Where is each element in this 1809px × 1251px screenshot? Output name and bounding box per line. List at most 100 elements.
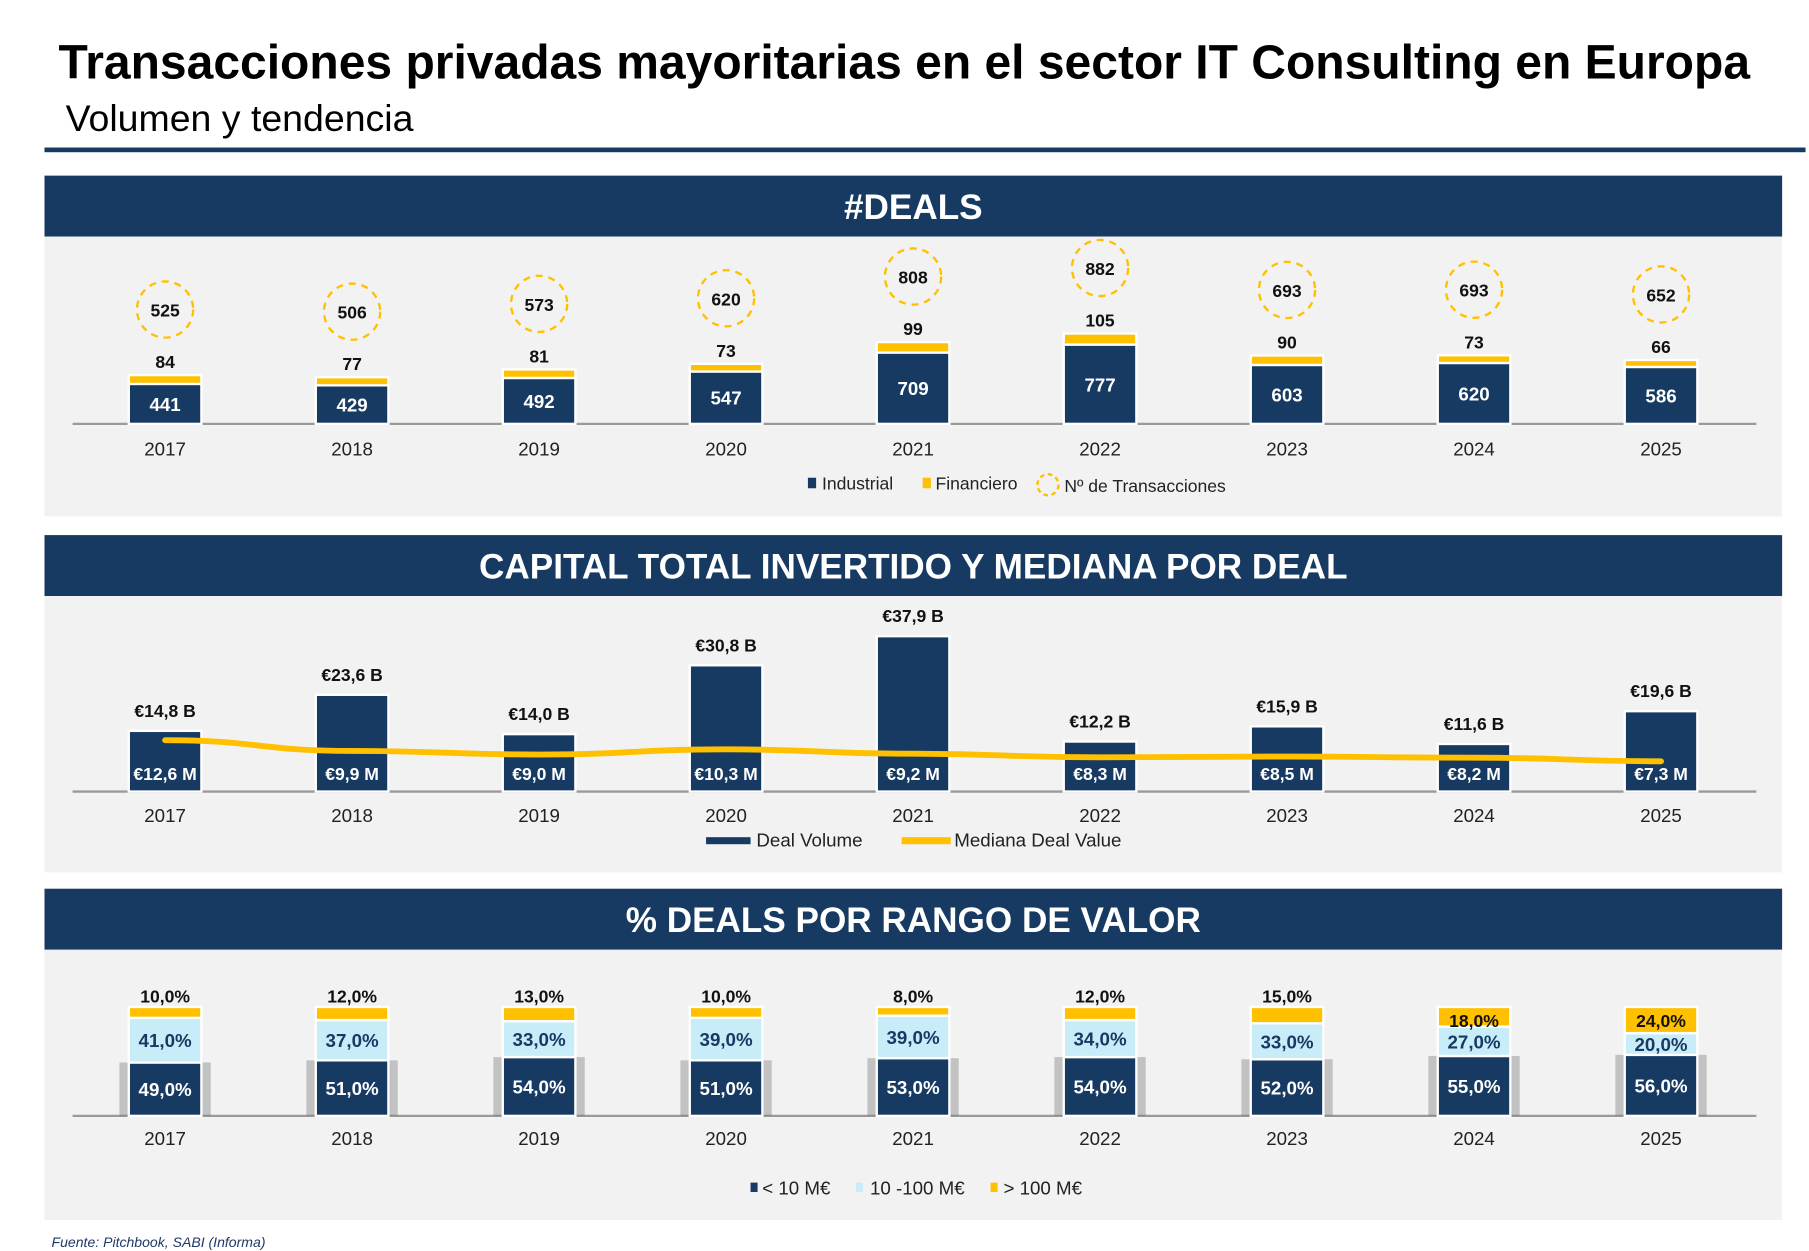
large-deals-segment (1623, 1005, 1699, 1035)
industrial-value-label: 709 (897, 378, 928, 399)
industrial-value-label: 492 (523, 391, 554, 412)
legend-large-swatch (990, 1182, 998, 1192)
large-deals-segment (314, 1005, 390, 1022)
deal-volume-label: €11,6 B (1444, 714, 1505, 734)
total-transactions-label: 652 (1646, 285, 1676, 305)
small-deals-label: 52,0% (1261, 1078, 1314, 1099)
mid-deals-label: 37,0% (326, 1030, 379, 1051)
small-deals-label: 51,0% (326, 1078, 379, 1099)
capital-year-label: 2024 (1453, 805, 1495, 826)
mid-deals-segment (1062, 1018, 1138, 1059)
financiero-bar (875, 340, 951, 354)
financiero-value-label: 99 (903, 319, 923, 339)
industrial-bar (1623, 365, 1699, 426)
deal-volume-label: €30,8 B (695, 635, 756, 655)
small-deals-segment (1436, 1054, 1512, 1118)
legend-transactions-swatch (1036, 473, 1060, 497)
total-transactions-circle (883, 247, 943, 306)
legend-mid-swatch (855, 1182, 863, 1192)
legend-financiero-label: Financiero (936, 473, 1018, 493)
industrial-value-label: 603 (1271, 384, 1302, 405)
industrial-bar (501, 376, 577, 426)
capital-year-label: 2021 (892, 805, 934, 826)
range-year-label: 2024 (1453, 1128, 1495, 1149)
capital-panel-header: CAPITAL TOTAL INVERTIDO Y MEDIANA POR DE… (44, 535, 1783, 596)
financiero-bar (1062, 332, 1138, 346)
deal-volume-label: €23,6 B (321, 665, 382, 685)
industrial-bar (1436, 361, 1512, 426)
mid-deals-label: 20,0% (1634, 1034, 1687, 1055)
deals-year-label: 2019 (518, 438, 560, 459)
small-deals-label: 53,0% (887, 1077, 940, 1098)
industrial-bar (127, 382, 203, 426)
large-deals-label: 18,0% (1449, 1011, 1499, 1031)
legend-industrial-swatch (807, 477, 817, 489)
title-divider (44, 147, 1806, 153)
industrial-bar (688, 370, 764, 426)
financiero-bar (1436, 354, 1512, 365)
financiero-bar (1623, 358, 1699, 369)
deal-volume-bar (314, 693, 390, 793)
large-deals-label: 12,0% (1075, 986, 1125, 1006)
range-year-label: 2022 (1079, 1128, 1121, 1149)
large-deals-segment (501, 1005, 577, 1023)
total-transactions-circle (1070, 238, 1130, 298)
industrial-value-label: 620 (1458, 383, 1489, 404)
industrial-value-label: 547 (710, 388, 741, 409)
deals-year-label: 2023 (1266, 438, 1308, 459)
page-subtitle: Volumen y tendencia (65, 97, 414, 140)
total-transactions-label: 573 (524, 295, 554, 315)
median-value-label: €10,3 M (694, 764, 757, 784)
industrial-value-label: 429 (336, 395, 367, 416)
small-deals-label: 54,0% (1074, 1076, 1127, 1097)
deals-year-label: 2020 (705, 438, 747, 459)
source-footnote: Fuente: Pitchbook, SABI (Informa) (51, 1234, 266, 1251)
range-year-label: 2021 (892, 1128, 934, 1149)
large-deals-label: 12,0% (327, 986, 377, 1006)
large-deals-label: 10,0% (701, 986, 751, 1006)
capital-year-label: 2020 (705, 805, 747, 826)
deal-volume-bar (1062, 740, 1138, 793)
total-transactions-circle (1257, 260, 1317, 320)
median-value-label: €8,3 M (1073, 764, 1127, 784)
median-value-label: €8,5 M (1260, 764, 1314, 784)
deal-volume-bar (1623, 710, 1699, 793)
large-deals-segment (688, 1005, 764, 1020)
page-title: Transacciones privadas mayoritarias en e… (58, 35, 1751, 89)
range-panel-header: % DEALS POR RANGO DE VALOR (44, 888, 1783, 950)
deal-volume-label: €19,6 B (1630, 681, 1691, 701)
capital-year-label: 2017 (144, 805, 186, 826)
range-year-label: 2025 (1640, 1128, 1682, 1149)
total-transactions-circle (509, 274, 569, 334)
median-value-label: €9,9 M (325, 764, 379, 784)
industrial-value-label: 441 (149, 394, 180, 415)
deals-panel-header: #DEALS (44, 175, 1783, 237)
industrial-value-label: 777 (1084, 374, 1115, 395)
financiero-value-label: 105 (1085, 311, 1115, 331)
range-year-label: 2020 (705, 1128, 747, 1149)
mid-deals-label: 41,0% (139, 1030, 192, 1051)
large-deals-segment (1436, 1005, 1512, 1028)
financiero-value-label: 81 (529, 346, 549, 366)
deals-year-label: 2018 (331, 438, 373, 459)
total-transactions-label: 882 (1085, 259, 1115, 279)
legend-industrial-label: Industrial (822, 473, 893, 493)
large-deals-label: 15,0% (1262, 986, 1312, 1006)
deals-year-label: 2024 (1453, 438, 1495, 459)
industrial-bar (875, 351, 951, 426)
total-transactions-circle (135, 280, 195, 339)
legend-median-swatch (901, 837, 951, 845)
large-deals-segment (875, 1005, 951, 1017)
legend-median-label: Mediana Deal Value (954, 830, 1121, 851)
capital-year-label: 2022 (1079, 805, 1121, 826)
deals-year-label: 2017 (144, 438, 186, 459)
large-deals-segment (1249, 1005, 1325, 1025)
deal-volume-bar (501, 732, 577, 793)
mid-deals-label: 39,0% (700, 1029, 753, 1050)
median-value-label: €7,3 M (1634, 764, 1688, 784)
total-transactions-label: 506 (337, 303, 367, 323)
deal-volume-label: €15,9 B (1256, 696, 1317, 716)
small-deals-segment (127, 1061, 203, 1118)
total-transactions-label: 693 (1272, 281, 1302, 301)
mid-deals-label: 27,0% (1448, 1031, 1501, 1052)
